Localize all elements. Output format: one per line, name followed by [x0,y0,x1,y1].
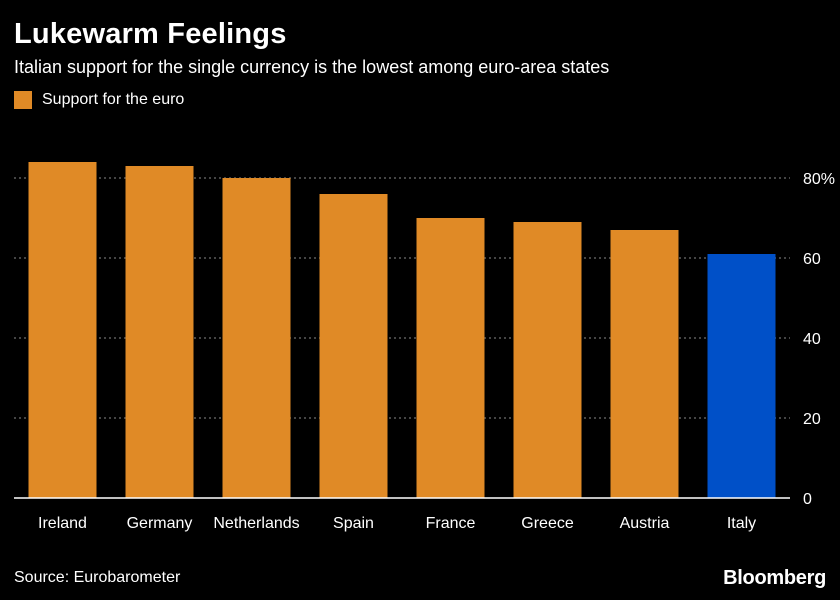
y-tick-label: 80% [803,171,835,188]
x-tick-label: France [426,515,476,532]
x-tick-label: Ireland [38,515,87,532]
legend: Support for the euro [14,91,184,109]
legend-swatch [14,91,32,109]
y-tick-label: 40 [803,331,821,348]
bar-germany [125,166,194,498]
x-tick-label: Netherlands [213,515,299,532]
bar-france [416,218,485,498]
bar-austria [610,230,679,498]
bar-ireland [28,162,97,498]
bar-greece [513,222,582,498]
legend-label: Support for the euro [42,91,185,108]
chart-subtitle: Italian support for the single currency … [14,57,610,77]
x-tick-label: Spain [333,515,374,532]
bar-italy [707,254,776,498]
x-tick-label: Germany [127,515,193,532]
y-tick-label: 20 [803,411,821,428]
source-note: Source: Eurobarometer [14,569,181,586]
y-tick-label: 0 [803,491,812,508]
bloomberg-logo: Bloomberg [723,567,826,589]
chart-title: Lukewarm Feelings [14,18,287,50]
bar-netherlands [222,178,291,498]
x-tick-label: Austria [620,515,670,532]
y-tick-label: 60 [803,251,821,268]
x-tick-label: Italy [727,515,756,532]
x-tick-label: Greece [521,515,574,532]
bar-spain [319,194,388,498]
